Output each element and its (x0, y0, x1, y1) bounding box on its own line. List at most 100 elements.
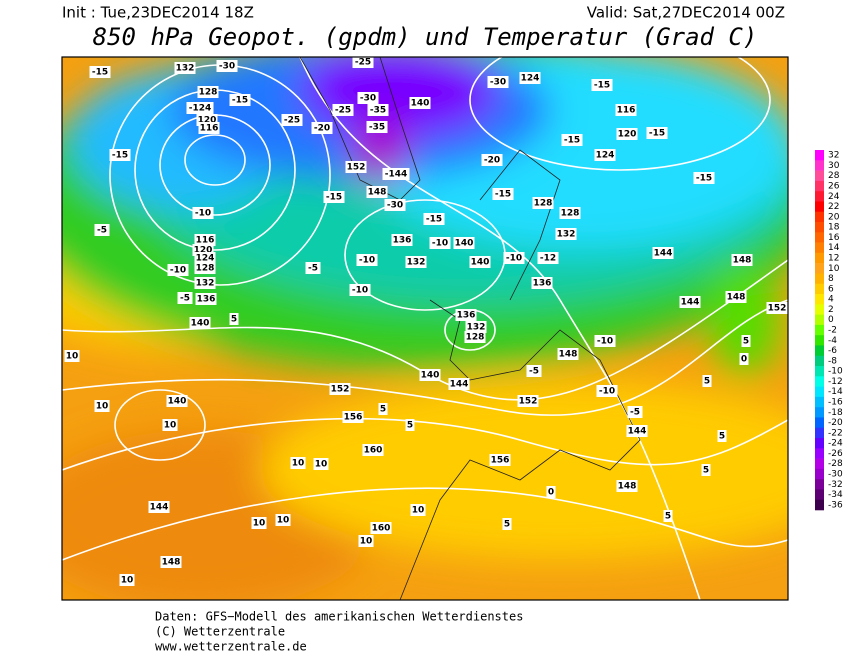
contour-label: 132 (196, 279, 215, 289)
contour-label: -15 (495, 190, 511, 200)
label-box (352, 57, 374, 68)
contour-label: 152 (519, 397, 538, 407)
contour-label: -10 (170, 266, 186, 276)
contour-label: -25 (284, 116, 300, 126)
label-box (616, 480, 638, 492)
contour-label: 0 (548, 488, 554, 498)
contour-labels: -15 132 -30128-15-124120116-25-20-25-30-35… (64, 57, 788, 586)
legend-swatch (815, 335, 824, 346)
contour-label: 132 (557, 230, 576, 240)
contour-label: 10 (253, 519, 266, 529)
label-box (358, 535, 374, 547)
label-box (290, 457, 306, 469)
label-box (119, 574, 135, 586)
footer-url: www.wetterzentrale.de (155, 640, 307, 654)
contour-label: 148 (162, 558, 181, 568)
label-box (731, 254, 753, 266)
label-box (455, 309, 477, 321)
legend-swatch (815, 345, 824, 357)
label-box (349, 284, 371, 296)
label-box (366, 121, 388, 133)
contour-label: 140 (471, 258, 490, 268)
legend-swatch (815, 263, 824, 274)
contour-label: 5 (704, 377, 710, 387)
legend-label: 32 (828, 151, 839, 161)
label-box (517, 395, 539, 407)
contour-label: 5 (231, 315, 237, 325)
contour-label: -15 (326, 193, 342, 203)
legend-swatch (815, 468, 824, 480)
label-box (405, 419, 415, 431)
label-box (192, 207, 214, 219)
label-box (453, 237, 475, 249)
label-box (194, 234, 216, 246)
contour-label: -5 (630, 408, 640, 418)
contour-label: -35 (369, 123, 385, 133)
contour-label: -10 (597, 337, 613, 347)
contour-label: 10 (292, 459, 305, 469)
contour-label: 10 (164, 421, 177, 431)
contour-label: -5 (308, 264, 318, 274)
legend-label: 4 (828, 295, 834, 305)
label-box (64, 350, 80, 362)
legend-label: -36 (828, 500, 843, 510)
label-box (531, 277, 553, 289)
contour-label: -12 (540, 254, 556, 264)
legend-swatch (815, 314, 824, 326)
contour-label: 140 (191, 319, 210, 329)
label-box (356, 254, 378, 266)
contour-label: -30 (490, 78, 506, 88)
label-box (405, 256, 427, 268)
legend-label: -16 (828, 398, 843, 408)
label-box (229, 313, 239, 325)
label-box (725, 291, 747, 303)
label-box (465, 321, 487, 333)
label-box (492, 188, 514, 200)
contour-label: -30 (387, 201, 403, 211)
label-box (557, 348, 579, 360)
footer-copyright: (C) Wetterzentrale (155, 625, 285, 639)
contour-label: 144 (628, 427, 647, 437)
legend-label: 0 (828, 315, 834, 325)
contour-label: 128 (196, 264, 215, 274)
label-box (194, 252, 216, 264)
legend-swatch (815, 376, 824, 387)
legend-label: -10 (828, 367, 843, 377)
contour-label: 124 (596, 151, 615, 161)
contour-label: 128 (561, 209, 580, 219)
legend-label: 16 (828, 233, 840, 243)
contour-label: -35 (370, 106, 386, 116)
label-box (481, 154, 503, 166)
legend-swatch (815, 294, 824, 305)
label-box (216, 60, 238, 72)
label-box (766, 302, 788, 314)
label-box (177, 292, 193, 304)
legend-swatch (815, 283, 824, 295)
legend-swatch (815, 191, 824, 202)
legend-label: -32 (828, 480, 843, 490)
legend-label: -6 (828, 346, 837, 356)
label-box (391, 234, 413, 246)
legend-label: -12 (828, 377, 843, 387)
label-box (305, 262, 321, 274)
contour-label: 5 (743, 337, 749, 347)
legend-label: -8 (828, 356, 837, 366)
label-box (166, 395, 188, 407)
legend-label: 20 (828, 212, 840, 222)
contour-label: -10 (432, 239, 448, 249)
label-box (198, 122, 220, 134)
legend-swatch (815, 366, 824, 377)
contour-label: 120 (198, 116, 217, 126)
contour-label: 148 (368, 188, 387, 198)
label-box (94, 224, 110, 236)
label-box (311, 122, 333, 134)
legend-label: -20 (828, 418, 843, 428)
legend-label: 10 (828, 264, 840, 274)
contour-label: 136 (197, 295, 216, 305)
legend-swatch (815, 324, 824, 336)
label-box (419, 369, 441, 381)
legend-label: 2 (828, 305, 834, 315)
label-box (519, 72, 541, 84)
label-box (596, 385, 618, 397)
legend-swatch (815, 386, 824, 398)
